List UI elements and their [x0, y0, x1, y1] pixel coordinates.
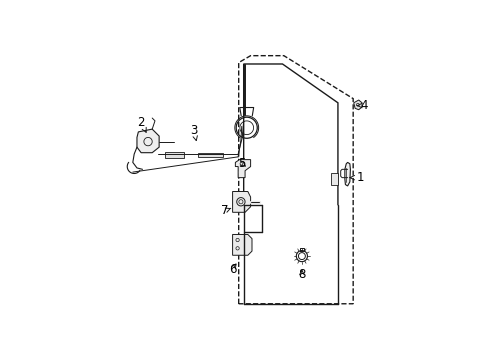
Polygon shape — [232, 192, 250, 212]
Polygon shape — [330, 174, 337, 185]
Text: 4: 4 — [357, 99, 367, 112]
Polygon shape — [198, 153, 223, 157]
Polygon shape — [164, 152, 183, 158]
Polygon shape — [232, 234, 251, 255]
Text: 1: 1 — [349, 171, 363, 184]
Text: 3: 3 — [190, 124, 197, 140]
Polygon shape — [137, 129, 159, 153]
Polygon shape — [353, 100, 361, 110]
Text: 7: 7 — [220, 204, 230, 217]
Text: 5: 5 — [238, 157, 245, 170]
Polygon shape — [344, 162, 350, 186]
Text: 2: 2 — [137, 116, 146, 132]
Text: 6: 6 — [228, 262, 236, 276]
Polygon shape — [235, 159, 250, 177]
Text: 8: 8 — [298, 268, 305, 281]
